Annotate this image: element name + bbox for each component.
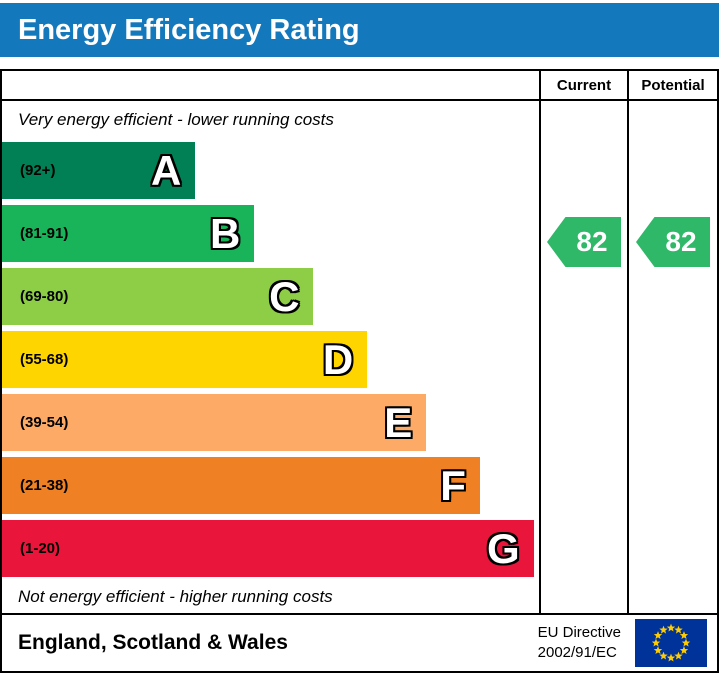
band-bar-f: (21-38) F: [2, 457, 480, 514]
region-label: England, Scotland & Wales: [18, 631, 288, 654]
band-row: (92+) A: [2, 139, 539, 202]
eu-flag-icon: [635, 619, 707, 667]
band-row: (81-91) B: [2, 202, 539, 265]
band-bar-c: (69-80) C: [2, 268, 314, 325]
band-range: (1-20): [20, 540, 61, 557]
band-range: (55-68): [20, 351, 69, 368]
band-letter: B: [210, 209, 241, 257]
column-header-spacer: [2, 71, 539, 101]
column-header-current: Current: [539, 71, 627, 101]
band-range: (81-91): [20, 225, 69, 242]
band-bar-g: (1-20) G: [2, 520, 534, 577]
band-bar-e: (39-54) E: [2, 394, 427, 451]
band-bar-a: (92+) A: [2, 142, 196, 199]
footer: England, Scotland & Wales EU Directive 2…: [2, 613, 717, 671]
page-title: Energy Efficiency Rating: [18, 13, 360, 46]
band-letter: G: [486, 524, 520, 572]
band-bar-d: (55-68) D: [2, 331, 368, 388]
column-header-potential: Potential: [627, 71, 717, 101]
band-range: (21-38): [20, 477, 69, 494]
band-range: (92+): [20, 162, 56, 179]
potential-column: 82: [627, 101, 717, 613]
bands-area: Very energy efficient - lower running co…: [2, 101, 539, 613]
band-row: (69-80) C: [2, 265, 539, 328]
eu-directive: EU Directive 2002/91/EC: [538, 623, 621, 664]
band-letter: D: [322, 335, 354, 383]
band-letter: F: [440, 461, 466, 509]
current-column: 82: [539, 101, 627, 613]
band-letter: C: [269, 272, 300, 320]
current-rating-arrow: 82: [547, 217, 621, 267]
potential-rating-value: 82: [665, 226, 697, 257]
band-row: (1-20) G: [2, 517, 539, 580]
band-row: (21-38) F: [2, 454, 539, 517]
band-letter: E: [384, 398, 413, 446]
top-note: Very energy efficient - lower running co…: [18, 110, 334, 129]
eu-directive-line1: EU Directive: [537, 623, 621, 641]
header-bar: Energy Efficiency Rating: [0, 3, 719, 57]
bottom-note: Not energy efficient - higher running co…: [18, 586, 333, 606]
rating-table: Current Potential Very energy efficient …: [0, 69, 719, 673]
band-letter: A: [150, 146, 182, 194]
band-bar-b: (81-91) B: [2, 205, 255, 262]
eu-directive-line2: 2002/91/EC: [537, 644, 617, 661]
potential-rating-arrow: 82: [636, 217, 710, 267]
current-rating-value: 82: [576, 226, 608, 257]
band-row: (55-68) D: [2, 328, 539, 391]
band-row: (39-54) E: [2, 391, 539, 454]
band-range: (39-54): [20, 414, 69, 431]
band-range: (69-80): [20, 288, 69, 305]
